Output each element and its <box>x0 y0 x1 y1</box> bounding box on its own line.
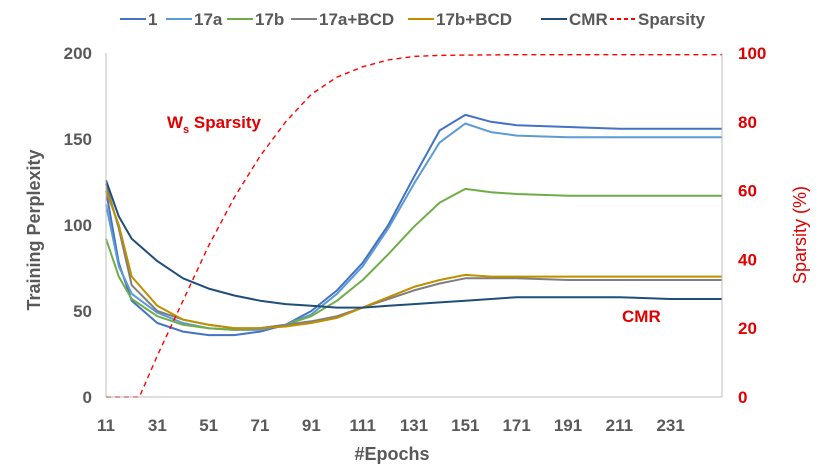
legend-label-1: 1 <box>148 10 157 29</box>
x-tick-label: 11 <box>97 416 115 435</box>
annotation-layer: Ws Sparsity CMR <box>167 113 661 326</box>
series-layer <box>105 54 722 398</box>
series-line-17b-bcd <box>105 190 722 330</box>
legend-label-17b: 17b <box>255 10 284 29</box>
y2-tick-label: 100 <box>738 44 766 63</box>
series-line-17b <box>105 187 722 331</box>
y2-tick-label: 60 <box>738 182 757 201</box>
x-tick-label: 91 <box>302 416 321 435</box>
legend-label-17b-bcd: 17b+BCD <box>436 10 512 29</box>
x-tick-label: 231 <box>656 416 684 435</box>
legend: 1 17a 17b 17a+BCD 17b+BCD CMR Sparsity <box>120 10 706 29</box>
legend-label-sparsity: Sparsity <box>638 10 706 29</box>
y2-axis-title: Sparsity (%) <box>790 186 810 284</box>
y2-tick-label: 20 <box>738 319 757 338</box>
y-axis-title: Training Perplexity <box>24 149 44 310</box>
x-tick-label: 171 <box>502 416 530 435</box>
series-line-17a <box>105 122 722 331</box>
series-line-sparsity <box>106 54 722 398</box>
legend-label-17a: 17a <box>194 10 223 29</box>
legend-label-cmr: CMR <box>569 10 608 29</box>
y-tick-label: 0 <box>83 388 92 407</box>
y2-tick-label: 80 <box>738 113 757 132</box>
axes-layer: 0 50 100 150 200 0 20 40 60 80 100 11 31 51 71 91 111 131… <box>24 44 810 464</box>
x-tick-label: 151 <box>451 416 479 435</box>
x-tick-label: 111 <box>349 416 376 435</box>
legend-label-17a-bcd: 17a+BCD <box>319 10 394 29</box>
x-tick-label: 191 <box>554 416 582 435</box>
y-tick-label: 100 <box>64 216 92 235</box>
x-tick-label: 51 <box>199 416 218 435</box>
x-axis-title: #Epochs <box>354 444 429 464</box>
x-tick-label: 71 <box>251 416 270 435</box>
sparsity-annotation: Ws Sparsity <box>167 113 262 136</box>
x-tick-label: 131 <box>400 416 428 435</box>
y-tick-label: 200 <box>64 44 92 63</box>
y-tick-label: 150 <box>64 130 92 149</box>
cmr-annotation: CMR <box>622 307 661 326</box>
x-tick-label: 211 <box>606 416 633 435</box>
y2-tick-label: 0 <box>738 388 747 407</box>
y-tick-label: 50 <box>73 302 92 321</box>
y2-tick-label: 40 <box>738 250 757 269</box>
series-line-cmr <box>105 179 722 309</box>
x-tick-label: 31 <box>148 416 167 435</box>
